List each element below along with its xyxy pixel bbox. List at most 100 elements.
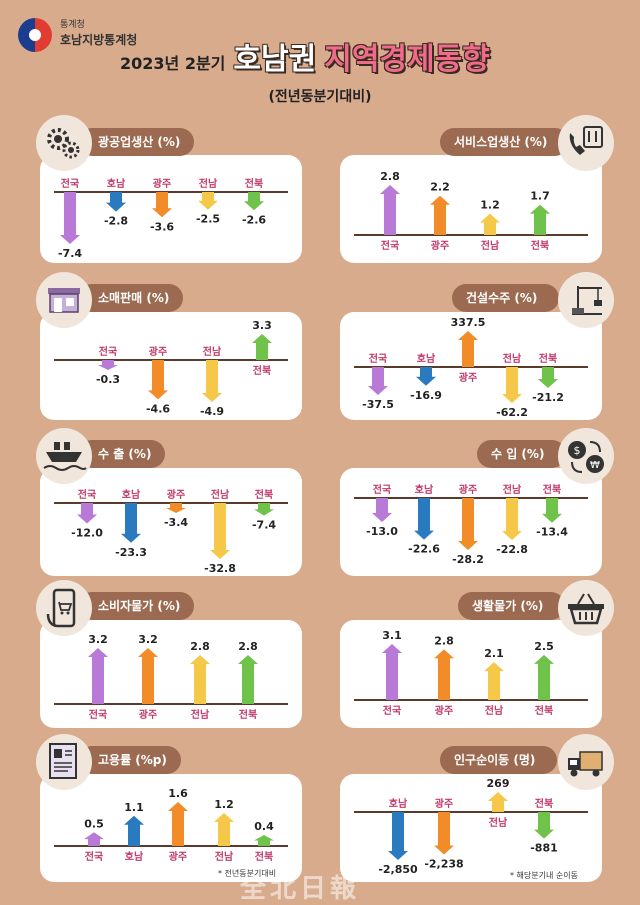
- value-label: -16.9: [410, 389, 442, 402]
- category-label: 호남: [415, 483, 434, 496]
- panel-title-services: 서비스업생산 (%): [440, 128, 570, 156]
- value-label: 1.2: [480, 199, 500, 212]
- statistics-logo-icon: [18, 18, 52, 52]
- value-label: -12.0: [71, 526, 103, 539]
- panel-title-mining-manufacturing: 광공업생산 (%): [78, 128, 195, 156]
- bar-jeonbuk: [530, 204, 550, 235]
- value-label: -2,238: [424, 858, 463, 871]
- chart-mining-manufacturing: 전국 -7.4 호남 -2.8 광주 -3.6 전남 -2.5 전북 -2.6: [54, 177, 288, 260]
- category-label: 전북: [255, 488, 273, 501]
- category-label: 전국: [369, 352, 387, 365]
- value-label: 2.1: [484, 647, 504, 660]
- value-label: -32.8: [204, 562, 236, 575]
- chart-living-prices: 전국 3.1 광주 2.8 전남 2.1 전북 2.5: [354, 629, 588, 717]
- title-year: 2023년 2분기: [120, 54, 226, 73]
- value-label: -62.2: [496, 406, 528, 419]
- value-label: -7.4: [252, 519, 276, 532]
- svg-text:$: $: [574, 444, 581, 457]
- value-label: 3.1: [382, 629, 402, 642]
- value-label: 1.6: [168, 787, 188, 800]
- category-label: 전국: [373, 483, 391, 496]
- chart-exports: 전국 -12.0 호남 -23.3 광주 -3.4 전남 -32.8 전북 -7.4: [54, 488, 288, 575]
- bar-jeonnam: [190, 655, 210, 704]
- value-label: -0.3: [96, 373, 120, 386]
- bar-jeonbuk: [538, 367, 558, 389]
- value-label: 337.5: [451, 316, 486, 329]
- footnote-employment: * 전년동분기대비: [218, 869, 277, 878]
- bar-national: [368, 367, 388, 395]
- category-label: 전국: [61, 177, 79, 190]
- value-label: -13.4: [536, 526, 568, 539]
- category-label: 전남: [191, 708, 210, 721]
- bar-jeonbuk: [238, 655, 258, 704]
- category-label: 전북: [255, 850, 273, 863]
- chart-imports: 전국 -13.0 호남 -22.6 광주 -28.2 전남 -22.8 전북 -13.4: [354, 483, 588, 566]
- value-label: -3.6: [150, 220, 174, 233]
- category-label: 전국: [85, 850, 103, 863]
- bar-jeonbuk: [534, 654, 554, 700]
- chart-migration: 호남 -2,850 광주 -2,238 전남 269 전북 -881: [354, 777, 588, 876]
- bar-gwangju: [152, 192, 172, 218]
- category-label: 전남: [203, 345, 222, 358]
- category-label: 호남: [122, 488, 141, 501]
- panel-construction: 전국 -37.5 호남 -16.9 광주 337.5 전남 -62.2 전북 -21.2: [340, 312, 602, 420]
- category-label: 광주: [435, 705, 453, 717]
- ship-icon: [36, 428, 92, 484]
- category-label: 광주: [459, 372, 477, 384]
- value-label: -2.8: [104, 215, 128, 228]
- panel-exports: 전국 -12.0 호남 -23.3 광주 -3.4 전남 -32.8 전북 -7.4: [40, 468, 302, 576]
- shopping-phone-icon: [36, 580, 92, 636]
- category-label: 전남: [215, 850, 234, 863]
- value-label: 1.7: [530, 190, 550, 203]
- panel-consumer-prices: 전국 3.2 광주 3.2 전남 2.8 전북 2.8: [40, 620, 302, 728]
- panel-imports: 전국 -13.0 호남 -22.6 광주 -28.2 전남 -22.8 전북 -13.4: [340, 468, 602, 576]
- chart-services: 전국 2.8 광주 2.2 전남 1.2 전북 1.7: [354, 170, 588, 252]
- bar-honam: [121, 503, 141, 543]
- category-label: 전남: [199, 177, 218, 190]
- category-label: 전북: [543, 483, 561, 496]
- page-header: 통계청 호남지방통계청 2023년 2분기 호남권 지역경제동향 (전년동분기대…: [0, 0, 640, 112]
- bar-jeonbuk: [244, 192, 264, 211]
- chart-construction: 전국 -37.5 호남 -16.9 광주 337.5 전남 -62.2 전북 -21.2: [354, 316, 588, 419]
- category-label: 전북: [535, 797, 553, 810]
- value-label: 3.3: [252, 319, 272, 332]
- chart-employment: 전국 0.5 호남 1.1 광주 1.6 전남 1.2 전북 0.4: [54, 787, 288, 863]
- bar-gwangju: [434, 812, 454, 855]
- bar-national: [380, 185, 400, 235]
- value-label: -4.9: [200, 405, 224, 418]
- bar-gwangju: [168, 802, 188, 846]
- page-subtitle: (전년동분기대비): [268, 89, 372, 105]
- panel-title-living-prices: 생활물가 (%): [458, 592, 566, 620]
- bar-gwangju: [138, 648, 158, 704]
- category-label: 전남: [489, 816, 508, 829]
- value-label: -22.8: [496, 543, 528, 556]
- bar-jeonnam: [488, 792, 508, 812]
- value-label: 269: [487, 777, 510, 790]
- bar-gwangju: [458, 498, 478, 550]
- panel-title-construction: 건설수주 (%): [452, 284, 560, 312]
- moving-truck-icon: [558, 734, 614, 790]
- bar-national: [60, 192, 80, 244]
- value-label: -2.5: [196, 213, 220, 226]
- category-label: 광주: [167, 489, 185, 501]
- value-label: 0.5: [84, 817, 104, 830]
- bar-jeonnam: [480, 213, 500, 235]
- bar-national: [88, 648, 108, 704]
- money-exchange-icon: $ ₩: [558, 428, 614, 484]
- bar-national: [84, 832, 104, 846]
- category-label: 광주: [459, 484, 477, 496]
- footnote-migration: * 해당분기내 순이동: [510, 871, 578, 880]
- bar-jeonbuk: [252, 334, 272, 360]
- bar-national: [77, 503, 97, 524]
- category-label: 전남: [485, 704, 504, 717]
- value-label: -881: [530, 842, 558, 855]
- bar-national: [382, 644, 402, 700]
- bar-national: [98, 360, 118, 370]
- category-label: 전남: [211, 488, 230, 501]
- value-label: 0.4: [254, 820, 274, 833]
- category-label: 광주: [435, 798, 453, 810]
- value-label: -37.5: [362, 398, 394, 411]
- panel-title-exports: 수 출 (%): [78, 440, 166, 468]
- panel-title-imports: 수 입 (%): [477, 440, 567, 468]
- store-icon: [36, 272, 92, 328]
